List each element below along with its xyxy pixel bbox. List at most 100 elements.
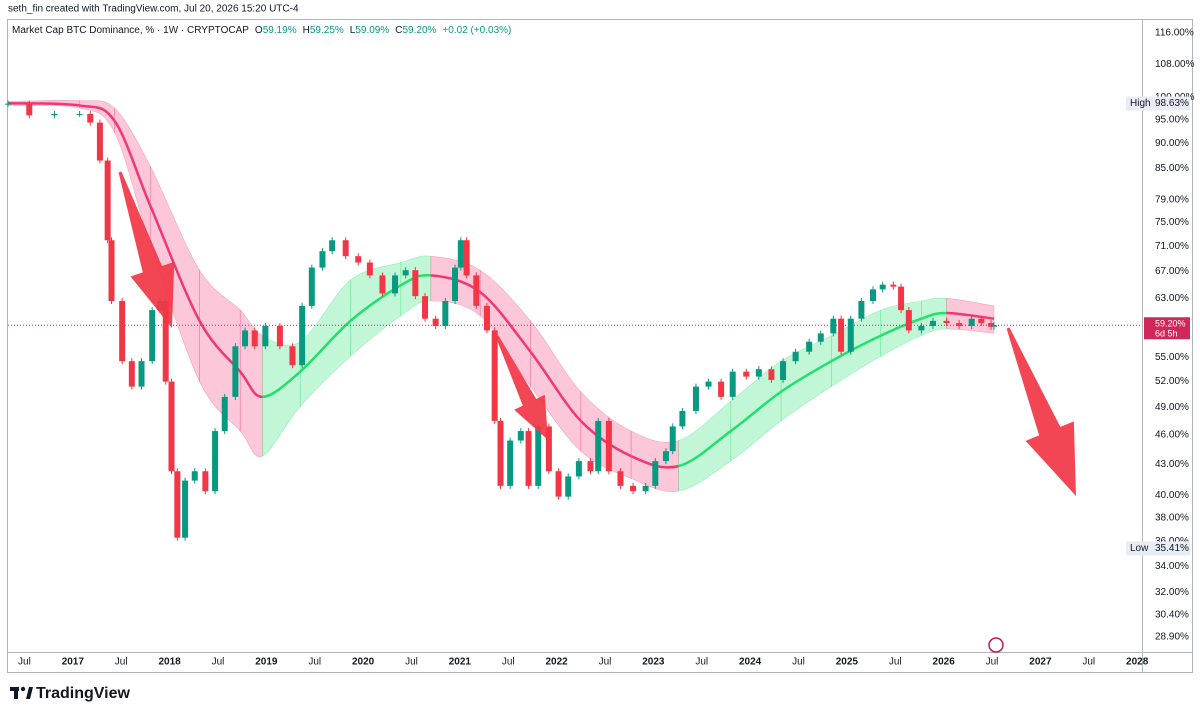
candle xyxy=(535,426,542,486)
candle xyxy=(968,318,975,326)
candle xyxy=(212,431,219,492)
candle xyxy=(242,330,249,347)
ohlc-key: O xyxy=(255,25,263,36)
candle xyxy=(838,318,845,352)
band-fill xyxy=(921,297,947,337)
x-tick-label: Jul xyxy=(695,657,708,668)
band-center xyxy=(79,104,116,122)
candle xyxy=(355,256,362,263)
candle xyxy=(755,369,762,377)
band-center xyxy=(239,370,263,399)
symbol: Market Cap BTC Dominance, % · 1W · CRYPT… xyxy=(12,25,249,36)
y-tick-label: 79.00% xyxy=(1155,195,1189,206)
y-tick-label: 46.00% xyxy=(1155,429,1189,440)
countdown: 6d 5h xyxy=(1155,329,1178,339)
y-tick-label: 63.00% xyxy=(1155,293,1189,304)
candle xyxy=(276,325,283,347)
candle xyxy=(692,386,699,411)
candle xyxy=(705,381,712,387)
candle xyxy=(96,122,103,161)
candle xyxy=(898,286,905,311)
arrow xyxy=(495,335,548,440)
band-center xyxy=(946,311,995,320)
candle xyxy=(138,361,145,387)
band-fill xyxy=(79,100,115,133)
y-tick-label: 71.00% xyxy=(1155,241,1189,252)
frame xyxy=(7,19,1193,673)
x-tick-label: Jul xyxy=(115,657,128,668)
candle xyxy=(617,471,624,486)
band-center xyxy=(529,350,582,422)
candle xyxy=(930,320,937,326)
band-center xyxy=(678,430,732,468)
candle xyxy=(555,471,562,497)
legend: Market Cap BTC Dominance, % · 1W · CRYPT… xyxy=(12,25,511,36)
candle xyxy=(642,485,649,492)
x-tick-label: Jul xyxy=(1082,657,1095,668)
candle xyxy=(718,381,725,397)
header: seth_fin created with TradingView.com, J… xyxy=(8,4,299,15)
ohlc-value: 59.09% xyxy=(355,25,389,36)
candle xyxy=(565,476,572,497)
ohlc-key: L xyxy=(350,25,356,36)
candle xyxy=(342,240,349,257)
candle xyxy=(366,262,373,276)
ohlc-value: 59.20% xyxy=(403,25,437,36)
candle xyxy=(329,240,336,252)
candle xyxy=(806,341,813,352)
y-tick-label: 95.00% xyxy=(1155,114,1189,125)
candle xyxy=(251,330,258,347)
candle xyxy=(87,113,94,123)
candle xyxy=(182,480,189,538)
arrow xyxy=(1006,327,1076,496)
x-tick-label: 2027 xyxy=(1029,657,1052,668)
band-fill xyxy=(299,279,351,408)
y-tick-label: 38.00% xyxy=(1155,512,1189,523)
x-tick-label: 2026 xyxy=(933,657,956,668)
candle xyxy=(517,431,524,441)
candle xyxy=(507,440,514,486)
candle xyxy=(202,471,209,492)
candle xyxy=(308,267,315,306)
y-tick-label: 67.00% xyxy=(1155,266,1189,277)
x-tick-label: 2022 xyxy=(545,657,568,668)
low-value: 35.41% xyxy=(1155,543,1189,554)
candle xyxy=(5,103,11,105)
event-icon[interactable] xyxy=(988,637,1004,653)
candle xyxy=(792,351,799,362)
candle xyxy=(768,369,775,380)
y-tick-label: 36.00% xyxy=(1155,536,1189,547)
y-tick-label: 85.00% xyxy=(1155,163,1189,174)
x-tick-label: Jul xyxy=(212,657,225,668)
candle xyxy=(104,160,111,241)
x-tick-label: Jul xyxy=(889,657,902,668)
y-tick-label: 43.00% xyxy=(1155,459,1189,470)
candle xyxy=(26,103,33,116)
band-center xyxy=(299,319,352,373)
candle xyxy=(299,305,306,366)
candle xyxy=(990,325,997,327)
y-tick-label: 30.40% xyxy=(1155,609,1189,620)
x-tick-label: 2024 xyxy=(739,657,762,668)
candle xyxy=(743,371,750,377)
band-center xyxy=(479,291,532,353)
band-center xyxy=(880,317,922,337)
band-center xyxy=(920,311,947,320)
ohlc-value: 59.25% xyxy=(310,25,344,36)
x-tick-label: 2021 xyxy=(449,657,472,668)
candle xyxy=(76,113,83,115)
x-tick-label: Jul xyxy=(792,657,805,668)
ohlc-key: C xyxy=(395,25,402,36)
candle xyxy=(525,431,532,486)
candle xyxy=(289,346,296,366)
candle xyxy=(587,461,594,472)
candle xyxy=(679,410,686,427)
x-tick-label: 2018 xyxy=(158,657,181,668)
y-tick-label: 28.90% xyxy=(1155,631,1189,642)
y-tick-label: 55.00% xyxy=(1155,352,1189,363)
candle xyxy=(879,284,886,290)
candle xyxy=(432,318,439,326)
candle xyxy=(847,318,854,352)
